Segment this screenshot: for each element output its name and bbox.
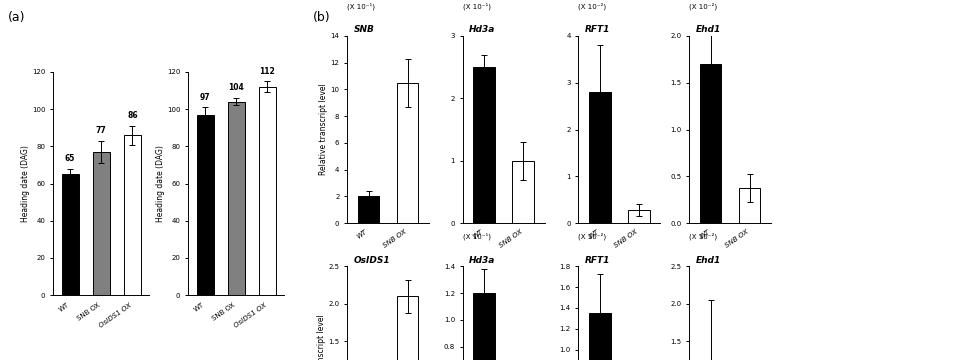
Text: 77: 77 — [95, 126, 107, 135]
Text: (X 10⁻²): (X 10⁻²) — [689, 2, 717, 10]
Text: RFT1: RFT1 — [585, 256, 610, 265]
Text: Ehd1: Ehd1 — [696, 256, 721, 265]
Bar — [358, 197, 379, 223]
Y-axis label: Relative transcript level: Relative transcript level — [319, 84, 329, 175]
Bar — [93, 152, 110, 295]
Text: (X 10⁻¹): (X 10⁻¹) — [463, 2, 491, 10]
Text: (X 10⁻²): (X 10⁻²) — [578, 2, 606, 10]
Text: Ehd1: Ehd1 — [696, 25, 721, 34]
Bar — [62, 174, 79, 295]
Bar — [397, 296, 418, 360]
Bar — [700, 64, 721, 223]
Text: RFT1: RFT1 — [585, 25, 610, 34]
Text: SNB: SNB — [354, 25, 374, 34]
Text: (X 10⁻¹): (X 10⁻¹) — [463, 233, 491, 240]
Bar — [513, 161, 534, 223]
Text: (X 10⁻¹): (X 10⁻¹) — [347, 2, 375, 10]
Text: SNB OX: SNB OX — [76, 302, 101, 322]
Bar — [228, 102, 245, 295]
Bar — [589, 92, 610, 223]
Text: (b): (b) — [313, 11, 331, 24]
Text: 97: 97 — [200, 93, 210, 102]
Text: Hd3a: Hd3a — [469, 25, 495, 34]
Text: 86: 86 — [127, 111, 138, 120]
Bar — [397, 83, 418, 223]
Bar — [629, 210, 650, 223]
Bar — [123, 135, 141, 295]
Bar — [473, 293, 495, 360]
Text: OsIDS1: OsIDS1 — [354, 256, 390, 265]
Text: 104: 104 — [228, 84, 244, 93]
Text: 65: 65 — [65, 154, 75, 163]
Text: OsIDS1 OX: OsIDS1 OX — [232, 302, 267, 329]
Text: WT: WT — [193, 302, 205, 313]
Text: WT: WT — [58, 302, 70, 313]
Bar — [197, 115, 214, 295]
Text: (X 10⁻²): (X 10⁻²) — [689, 233, 717, 240]
Text: 112: 112 — [259, 67, 275, 76]
Bar — [473, 67, 495, 223]
Bar — [739, 188, 761, 223]
Text: (a): (a) — [8, 11, 25, 24]
Text: Hd3a: Hd3a — [469, 256, 495, 265]
Text: SNB OX: SNB OX — [211, 302, 236, 322]
Text: (X 10⁻²): (X 10⁻²) — [578, 233, 606, 240]
Bar — [258, 87, 276, 295]
Bar — [589, 313, 610, 360]
Text: OsIDS1 OX: OsIDS1 OX — [97, 302, 132, 329]
Y-axis label: Heading date (DAG): Heading date (DAG) — [21, 145, 30, 222]
Y-axis label: Heading date (DAG): Heading date (DAG) — [156, 145, 165, 222]
Y-axis label: Relative transcript level: Relative transcript level — [317, 314, 326, 360]
